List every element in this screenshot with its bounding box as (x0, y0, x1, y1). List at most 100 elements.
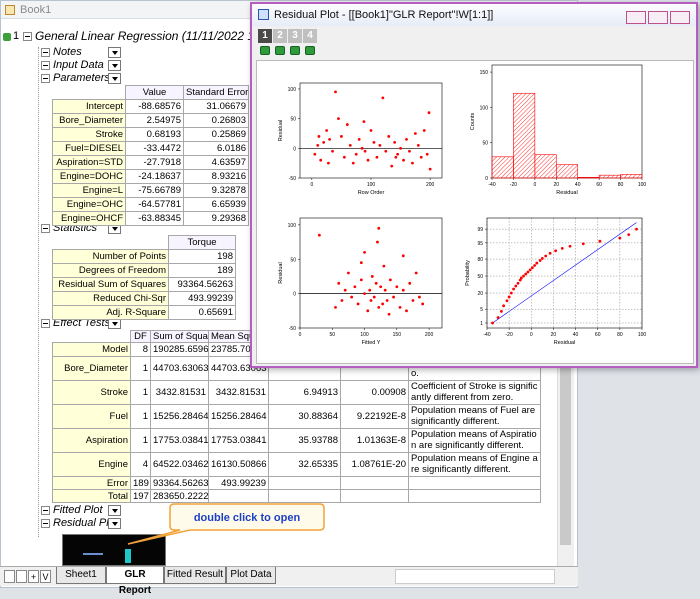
data-point (379, 285, 383, 289)
table-row: Adj. R-Square 0.65691 (52, 305, 236, 320)
data-point (347, 271, 350, 275)
y-axis-label: Residual (278, 262, 284, 283)
tree-node[interactable]: Effect Tests (53, 317, 111, 329)
close-button[interactable] (670, 11, 690, 24)
reference-line (492, 222, 637, 324)
cell: 31.06679 (183, 99, 249, 114)
x-axis-label: Row Order (358, 190, 385, 196)
nav-button[interactable] (16, 570, 27, 583)
table-row: Stroke 0.68193 0.25869 (52, 127, 249, 142)
page-tab[interactable]: 2 (273, 29, 287, 43)
tree-node[interactable]: Parameters (53, 72, 110, 84)
data-point (416, 143, 420, 147)
data-point (327, 161, 330, 165)
hist-bar (577, 176, 600, 179)
expand-box[interactable] (41, 506, 50, 515)
cell: 190285.6596 (150, 342, 209, 357)
cell (340, 489, 409, 503)
minimize-button[interactable] (626, 11, 646, 24)
cell (408, 476, 541, 490)
data-point (427, 111, 431, 115)
row-label: Adj. R-Square (52, 305, 169, 320)
dropdown[interactable] (108, 505, 121, 516)
cell: 1.01363E-8 (340, 428, 409, 453)
data-point (383, 288, 387, 292)
dropdown[interactable] (108, 518, 121, 529)
sheet-tab[interactable]: Fitted Result (164, 567, 226, 584)
report-index: 1 (13, 30, 20, 42)
dropdown[interactable] (108, 60, 121, 71)
data-point (524, 272, 528, 276)
y-tick-label: 50 (290, 117, 296, 123)
data-point (408, 149, 411, 153)
row-label: Reduced Chi-Sqr (52, 291, 169, 306)
cell: Population means of Fuel are significant… (408, 404, 541, 429)
expand-box[interactable] (41, 61, 50, 70)
row-label: Intercept (52, 99, 126, 114)
dropdown[interactable] (108, 47, 121, 58)
cell: 1 (130, 356, 151, 381)
data-point (363, 149, 367, 153)
expand-box[interactable] (41, 224, 50, 233)
expand-box[interactable] (41, 319, 50, 328)
cell: 44703.63063 (150, 356, 209, 381)
tree-line (38, 47, 39, 537)
tree-node[interactable]: Fitted Plot (53, 504, 103, 516)
dropdown[interactable] (108, 73, 121, 84)
data-point (366, 158, 370, 162)
nav-button[interactable]: V (40, 570, 51, 583)
plot-frame (486, 217, 643, 329)
data-point (372, 295, 376, 299)
expand-box[interactable] (41, 48, 50, 57)
page-tab[interactable]: 4 (303, 29, 317, 43)
row-label: Bore_Diameter (52, 113, 126, 128)
data-point (353, 285, 357, 289)
maximize-button[interactable] (648, 11, 668, 24)
data-point (505, 299, 509, 303)
sheet-tab[interactable]: GLR Report (106, 567, 164, 596)
data-point (381, 96, 385, 100)
cell: 0.68193 (125, 127, 184, 142)
data-point (394, 155, 398, 159)
sheet-tab[interactable]: Plot Data (226, 567, 276, 584)
cell: 0.65691 (168, 305, 236, 320)
nav-button[interactable]: + (28, 570, 39, 583)
tree-node[interactable]: Input Data (53, 59, 104, 71)
cell: -63.88345 (125, 211, 184, 226)
cell: 93364.56263 (168, 277, 236, 292)
cell: -88.68576 (125, 99, 184, 114)
page-tab[interactable]: 3 (288, 29, 302, 43)
data-point (408, 281, 412, 285)
data-point (388, 278, 392, 282)
cell: 283650.22222 (150, 489, 209, 503)
cell: Population means of Aspiration are signi… (408, 428, 541, 453)
cell: 93364.56263 (150, 476, 209, 490)
data-point (366, 309, 370, 313)
data-point (345, 123, 349, 126)
data-point (528, 268, 532, 272)
cell: 64522.03462 (150, 452, 209, 477)
tree-node[interactable]: Notes (53, 46, 82, 58)
data-point (377, 226, 381, 230)
sheet-tab[interactable]: Sheet1 (56, 567, 106, 584)
row-label: Degrees of Freedom (52, 263, 169, 278)
data-point (348, 143, 352, 147)
expand-box[interactable] (41, 519, 50, 528)
collapse-box[interactable] (23, 32, 32, 41)
tree-node[interactable]: Residual Plot (53, 517, 118, 529)
data-point (359, 261, 363, 265)
nav-button[interactable] (4, 570, 15, 583)
expand-box[interactable] (41, 74, 50, 83)
page-tab[interactable]: 1 (258, 29, 272, 43)
row-label: Aspiration (52, 428, 131, 453)
statistics-table: Torque Number of Points 198 Degrees of Free… (52, 235, 236, 320)
hscroll[interactable] (395, 569, 555, 584)
data-point (411, 299, 415, 302)
x-tick-label: 0 (310, 182, 313, 188)
data-point (368, 288, 372, 292)
x-tick-label: -20 (510, 182, 517, 188)
table-row: Engine=OHCF -63.88345 9.29368 (52, 211, 249, 226)
x-axis-label: Fitted Y (362, 340, 381, 346)
